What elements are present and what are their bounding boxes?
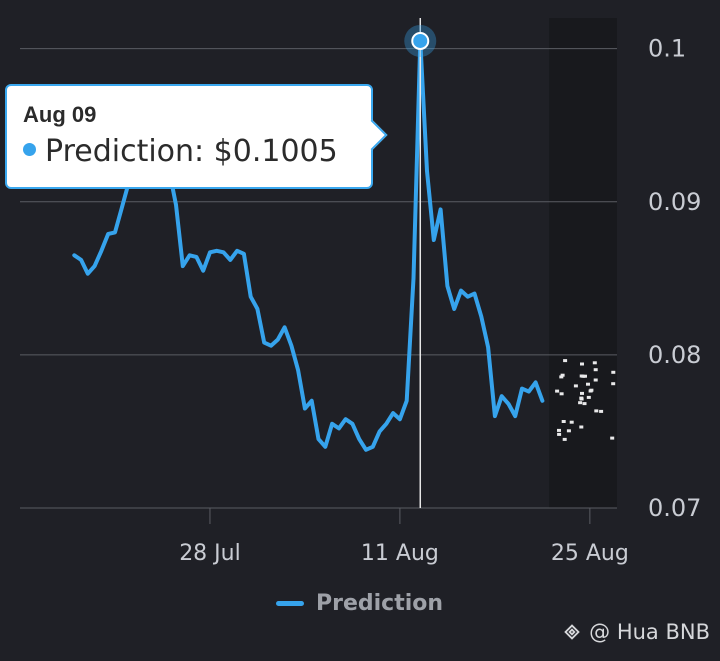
series-dot-icon <box>23 143 36 156</box>
forecast-noise-dot <box>579 396 584 400</box>
forecast-noise-dot <box>586 395 591 399</box>
forecast-noise-dot <box>559 375 564 379</box>
forecast-noise <box>555 359 616 441</box>
forecast-noise-dot <box>611 382 616 386</box>
forecast-noise-dot <box>580 391 584 395</box>
hover-point[interactable] <box>411 31 430 50</box>
forecast-noise-dot <box>581 374 586 378</box>
forecast-noise-dot <box>582 402 587 406</box>
tooltip-date: Aug 09 <box>23 102 97 127</box>
forecast-noise-dot <box>560 373 565 377</box>
legend[interactable]: Prediction <box>276 588 443 618</box>
forecast-noise-dot <box>578 401 583 405</box>
x-tick-label: 28 Jul <box>179 541 241 566</box>
tooltip-row: Prediction: $0.1005 <box>23 134 338 169</box>
x-tick-label: 11 Aug <box>361 541 439 566</box>
forecast-noise-dot <box>557 428 561 432</box>
binance-logo-icon <box>564 624 580 640</box>
forecast-noise-dot <box>561 420 566 423</box>
forecast-noise-dot <box>563 359 568 363</box>
forecast-noise-dot <box>589 388 594 392</box>
y-tick-label: 0.09 <box>648 188 701 216</box>
forecast-noise-dot <box>573 384 578 388</box>
forecast-noise-dot <box>593 368 598 372</box>
legend-swatch <box>276 600 304 606</box>
tooltip: Aug 09 Prediction: $0.1005 <box>5 84 373 189</box>
watermark: @ Hua BNB <box>561 620 710 644</box>
forecast-noise-dot <box>566 429 571 433</box>
forecast-noise-dot <box>580 362 584 366</box>
forecast-noise-dot <box>579 425 584 429</box>
legend-label: Prediction <box>316 590 444 616</box>
y-tick-label: 0.08 <box>648 341 701 369</box>
x-tick-label: 25 Aug <box>551 541 629 566</box>
forecast-noise-dot <box>555 389 560 393</box>
y-tick-label: 0.07 <box>648 494 701 522</box>
forecast-noise-dot <box>562 437 567 441</box>
forecast-noise-dot <box>592 361 597 365</box>
forecast-noise-dot <box>594 409 599 413</box>
y-tick-label: 0.1 <box>648 35 686 63</box>
forecast-noise-dot <box>559 392 564 396</box>
forecast-noise-dot <box>593 378 598 382</box>
forecast-noise-dot <box>611 370 616 374</box>
forecast-noise-dot <box>599 409 604 413</box>
watermark-text: @ Hua BNB <box>589 620 710 644</box>
forecast-noise-dot <box>610 436 615 440</box>
forecast-noise-dot <box>569 420 574 424</box>
y-axis-labels: 0.07 0.08 0.09 0.1 <box>648 35 701 522</box>
forecast-noise-dot <box>557 432 562 436</box>
x-axis: 28 Jul 11 Aug 25 Aug <box>20 507 629 566</box>
forecast-noise-dot <box>586 382 590 386</box>
tooltip-value: Prediction: $0.1005 <box>45 134 338 169</box>
